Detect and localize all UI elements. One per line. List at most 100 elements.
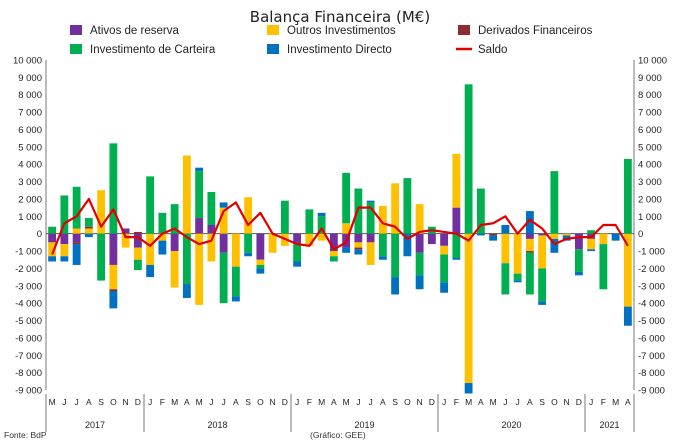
legend: Ativos de reserva Outros Investimentos Der… <box>70 25 593 56</box>
bar-segment <box>158 233 167 241</box>
x-tick-label: A <box>86 397 92 407</box>
legend-label: Ativos de reserva <box>90 25 179 37</box>
bar-segment <box>538 301 547 305</box>
bar-segment <box>256 268 265 274</box>
x-tick-label: M <box>49 397 56 407</box>
bar-segment <box>109 143 118 234</box>
bar-segment <box>354 188 363 234</box>
bar-segment <box>354 233 363 243</box>
bar-segment <box>440 254 449 283</box>
x-tick-label: O <box>257 397 264 407</box>
bar-segment <box>366 242 375 265</box>
bar-segment <box>538 233 547 236</box>
x-tick-label: D <box>576 397 582 407</box>
bar-segment <box>587 230 596 234</box>
graph-note: (Gráfico: GEE) <box>310 430 366 440</box>
bar-segment <box>170 233 179 252</box>
y-tick-label-right: 9 000 <box>638 73 662 84</box>
bar-segment <box>244 233 253 253</box>
x-tick-label: O <box>551 397 558 407</box>
x-tick-label: A <box>625 397 631 407</box>
bar-segment <box>280 200 289 234</box>
x-tick-label: F <box>601 397 606 407</box>
x-tick-label: J <box>369 397 373 407</box>
bar-segment <box>611 233 620 241</box>
bar-segment <box>133 247 142 260</box>
x-tick-label: S <box>98 397 104 407</box>
bar-segment <box>133 231 142 234</box>
bar-segment <box>427 233 436 245</box>
bar-segment <box>121 233 130 248</box>
legend-swatch <box>70 25 82 35</box>
bar-segment <box>452 207 461 234</box>
bar-segment <box>599 244 608 290</box>
bar-segment <box>109 291 118 309</box>
bar-segment <box>342 247 351 253</box>
y-tick-label-right: -9 000 <box>638 386 665 397</box>
y-tick-label-left: -6 000 <box>15 333 42 344</box>
bar-segment <box>97 233 106 281</box>
y-tick-label-right: 8 000 <box>638 90 662 101</box>
bar-segment <box>48 242 57 257</box>
bar-segment <box>182 155 191 234</box>
y-tick-label-left: 7 000 <box>18 108 42 119</box>
x-tick-label: N <box>564 397 570 407</box>
y-tick-label-right: 3 000 <box>638 177 662 188</box>
bar-segment <box>354 249 363 255</box>
bar-segment <box>574 271 583 276</box>
x-tick-label: N <box>123 397 129 407</box>
bar-segment <box>574 249 583 272</box>
bar-segment <box>403 178 412 234</box>
x-tick-label: J <box>295 397 299 407</box>
bar-segment <box>623 306 632 326</box>
y-tick-label-left: 8 000 <box>18 90 42 101</box>
bar-segment <box>378 205 387 234</box>
y-tick-label-right: 7 000 <box>638 108 662 119</box>
legend-swatch <box>70 44 82 54</box>
bar-segment <box>587 238 596 250</box>
bar-segment <box>146 264 155 278</box>
legend-label: Derivados Financeiros <box>478 25 593 37</box>
bar-segment <box>501 233 510 264</box>
bar-segment <box>525 251 534 253</box>
bar-segment <box>452 153 461 208</box>
y-tick-label-left: 6 000 <box>18 125 42 136</box>
lines <box>51 197 629 255</box>
x-tick-label: M <box>318 397 325 407</box>
bar-segment <box>550 171 559 234</box>
x-tick-label: D <box>282 397 288 407</box>
y-tick-label-right: -6 000 <box>638 333 665 344</box>
legend-swatch <box>267 44 279 54</box>
bar-segment <box>231 233 240 267</box>
bar-segment <box>366 233 375 243</box>
bar-segment <box>550 233 559 239</box>
bar-segment <box>501 263 510 295</box>
y-tick-label-right: 1 000 <box>638 212 662 223</box>
bar-segment <box>538 235 547 269</box>
y-tick-label-left: 0 <box>37 229 42 240</box>
x-tick-label: D <box>429 397 435 407</box>
bar-segment <box>415 252 424 276</box>
bar-segment <box>452 233 461 258</box>
bar-segment <box>60 256 69 262</box>
y-tick-label-right: -1 000 <box>638 247 665 258</box>
bar-segment <box>133 259 142 271</box>
y-tick-label-right: 5 000 <box>638 142 662 153</box>
bar-segment <box>244 197 253 234</box>
y-tick-label-right: -5 000 <box>638 316 665 327</box>
bar-segment <box>195 167 204 172</box>
x-tick-label: M <box>465 397 472 407</box>
bar-segment <box>513 280 522 283</box>
bar-segment <box>378 233 387 257</box>
bar-segment <box>48 256 57 262</box>
bar-segment <box>440 282 449 293</box>
x-tick-label: F <box>160 397 165 407</box>
bar-segment <box>305 209 314 234</box>
bar-segment <box>109 233 118 265</box>
bar-segment <box>72 186 81 229</box>
bar-segment <box>342 172 351 224</box>
legend-label: Investimento de Carteira <box>90 44 216 56</box>
bar-segment <box>182 284 191 298</box>
y-tick-label-left: -4 000 <box>15 299 42 310</box>
y-tick-label-left: 9 000 <box>18 73 42 84</box>
